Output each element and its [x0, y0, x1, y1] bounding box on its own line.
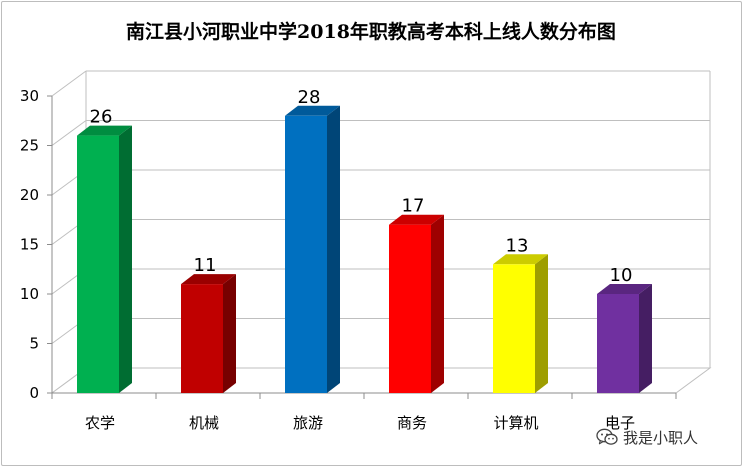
- bar: [597, 284, 652, 393]
- y-tick-label: 0: [29, 384, 39, 402]
- wechat-icon: [596, 428, 618, 445]
- bar-top: [597, 284, 652, 294]
- bar-side: [535, 254, 548, 393]
- bar: [285, 105, 340, 394]
- data-label: 28: [298, 87, 321, 108]
- bar-front: [285, 115, 327, 394]
- bar-side: [119, 125, 132, 393]
- x-tick-label: 计算机: [493, 414, 538, 432]
- bar: [77, 125, 132, 393]
- chart-labels: 26 农学 11 机械 28 旅游 17 商务 13 计算机 10 电子: [85, 87, 635, 432]
- bar-front: [389, 224, 431, 393]
- y-tick-label: 25: [20, 137, 39, 155]
- gridline-side: [51, 70, 87, 97]
- chart-title: 南江县小河职业中学2018年职教高考本科上线人数分布图: [126, 20, 616, 43]
- bar-front: [493, 264, 535, 393]
- gridline-side: [51, 120, 87, 146]
- chart-bars: [77, 105, 652, 394]
- x-tick-label: 农学: [85, 414, 115, 432]
- bar-top: [77, 125, 132, 136]
- bar-front: [77, 135, 119, 393]
- bar: [389, 214, 444, 393]
- y-tick-label: 10: [20, 285, 39, 303]
- watermark: 我是小职人: [596, 425, 698, 449]
- bar-top: [181, 274, 236, 285]
- data-label: 10: [610, 265, 633, 286]
- bar-side: [639, 284, 652, 393]
- x-tick-label: 机械: [189, 414, 219, 432]
- data-label: 13: [506, 235, 529, 256]
- x-tick-label: 商务: [397, 414, 427, 432]
- data-label: 11: [194, 255, 217, 276]
- y-tick-label: 20: [20, 186, 39, 204]
- bar: [181, 274, 236, 393]
- x-tick-label: 旅游: [293, 414, 323, 432]
- bar-front: [597, 294, 639, 393]
- bar: [493, 254, 548, 393]
- bar-top: [493, 254, 548, 265]
- bar-side: [327, 105, 340, 394]
- y-tick-label: 5: [29, 335, 39, 353]
- chart-axes: 0 5 10 15 20 25 30: [20, 87, 677, 402]
- bar-side: [223, 274, 236, 393]
- bar-front: [181, 284, 223, 393]
- data-label: 26: [90, 107, 113, 128]
- bar-top: [389, 214, 444, 225]
- bar-top: [285, 105, 340, 116]
- y-tick-label: 30: [20, 87, 39, 105]
- x-tick-label: 电子: [605, 414, 635, 432]
- data-label: 17: [402, 196, 425, 217]
- watermark-text: 我是小职人: [623, 428, 699, 447]
- bar-side: [431, 214, 444, 393]
- y-tick-label: 15: [20, 236, 39, 254]
